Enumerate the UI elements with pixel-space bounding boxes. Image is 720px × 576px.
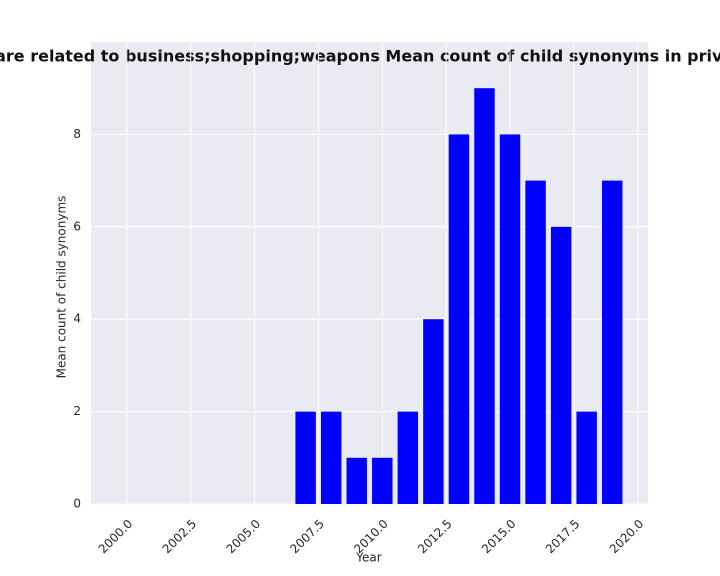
x-tick-label: 2002.5	[160, 517, 200, 557]
x-tick-label: 2015.0	[479, 517, 519, 557]
bar	[397, 411, 419, 504]
y-tick-label: 6	[73, 219, 81, 233]
bar	[320, 411, 342, 504]
bar	[602, 180, 623, 504]
bar	[474, 88, 495, 504]
bars	[295, 88, 623, 505]
x-tick-label: 2000.0	[96, 517, 136, 557]
y-tick-label: 4	[73, 312, 81, 326]
x-tick-label: 2017.5	[543, 517, 583, 557]
x-tick-label: 2020.0	[607, 517, 647, 557]
bar	[525, 180, 546, 504]
bar	[423, 319, 444, 504]
bar	[295, 411, 316, 504]
bar	[448, 134, 470, 504]
y-tick-label: 8	[73, 127, 81, 141]
bar	[372, 457, 393, 504]
x-tick-label: 2012.5	[415, 517, 455, 557]
x-tick-label: 2005.0	[224, 517, 264, 557]
chart-title: gories are related to business;shopping;…	[0, 47, 720, 66]
y-axis-label: Mean count of child synonyms	[55, 196, 69, 379]
y-tick-label: 2	[73, 404, 81, 418]
y-tick-label: 0	[73, 497, 81, 511]
bar	[499, 134, 521, 504]
bar	[576, 411, 597, 504]
x-axis-label: Year	[355, 551, 381, 565]
bar	[550, 226, 572, 505]
bar	[346, 457, 367, 504]
x-tick-label: 2007.5	[287, 517, 327, 557]
